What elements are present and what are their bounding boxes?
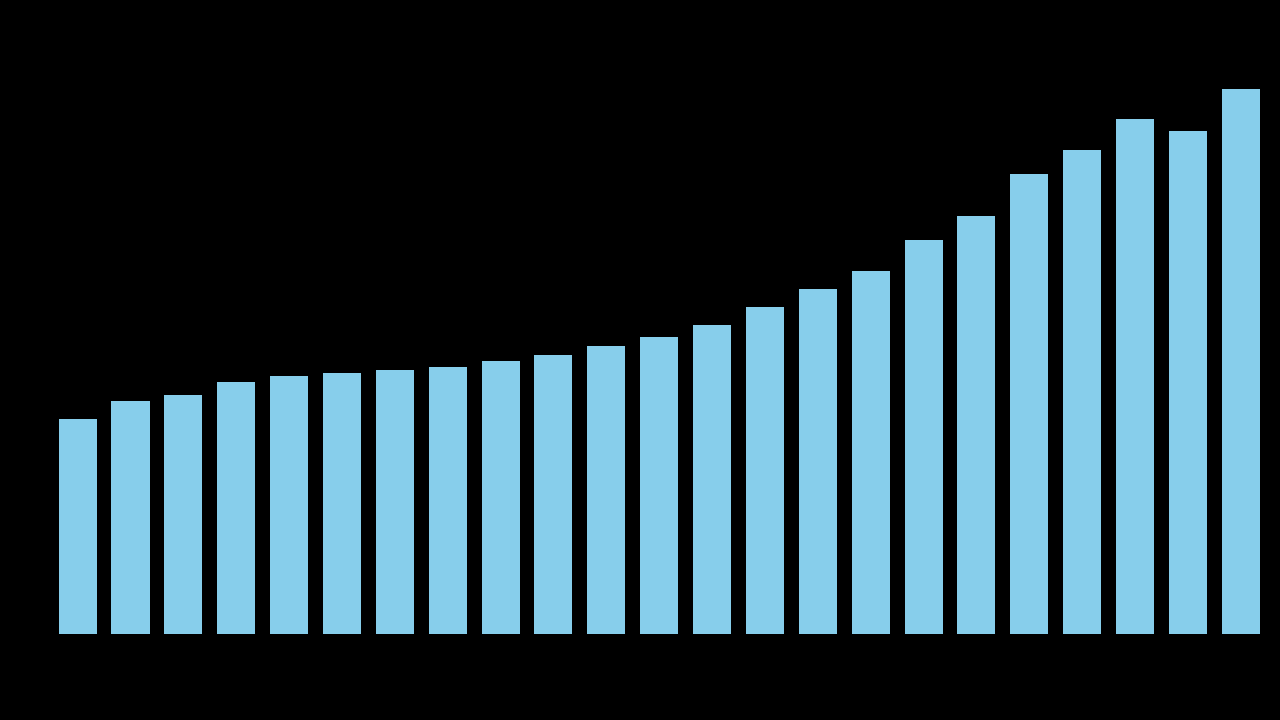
Bar bbox=[588, 346, 626, 634]
Bar bbox=[535, 355, 572, 634]
Bar bbox=[1064, 150, 1101, 634]
Bar bbox=[851, 271, 890, 634]
Bar bbox=[59, 419, 97, 634]
Bar bbox=[111, 400, 150, 634]
Bar bbox=[957, 216, 996, 634]
Bar bbox=[905, 240, 942, 634]
Bar bbox=[1221, 89, 1260, 634]
Bar bbox=[323, 374, 361, 634]
Bar bbox=[746, 307, 783, 634]
Bar bbox=[1116, 120, 1155, 634]
Bar bbox=[429, 367, 467, 634]
Bar bbox=[481, 361, 520, 634]
Bar bbox=[1169, 131, 1207, 634]
Bar bbox=[1010, 174, 1048, 634]
Bar bbox=[799, 289, 837, 634]
Bar bbox=[270, 377, 308, 634]
Bar bbox=[164, 395, 202, 634]
Bar bbox=[692, 325, 731, 634]
Bar bbox=[218, 382, 255, 634]
Bar bbox=[640, 337, 678, 634]
Bar bbox=[376, 370, 413, 634]
